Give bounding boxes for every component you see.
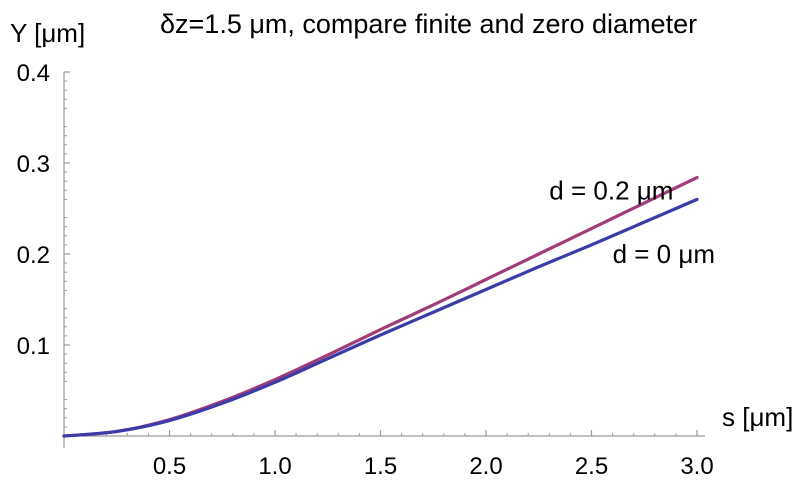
- series-line-d-0-m: [62, 197, 699, 438]
- x-tick-label: 2.0: [469, 453, 502, 480]
- y-tick-label: 0.3: [17, 151, 50, 178]
- y-tick-label: 0.2: [17, 242, 50, 269]
- y-tick-label: 0.4: [17, 60, 50, 87]
- x-tick-label: 3.0: [680, 453, 713, 480]
- x-axis-label: s [μm]: [722, 402, 793, 432]
- x-tick-label: 1.5: [364, 453, 397, 480]
- series-annotation: d = 0.2 μm: [549, 175, 673, 205]
- series-line-d-0-2-m: [62, 175, 699, 438]
- series-annotation: d = 0 μm: [613, 239, 715, 269]
- x-tick-label: 2.5: [575, 453, 608, 480]
- chart-title: δz=1.5 μm, compare finite and zero diame…: [160, 9, 697, 39]
- y-tick-label: 0.1: [17, 333, 50, 360]
- x-tick-label: 1.0: [258, 453, 291, 480]
- y-axis-label: Y [μm]: [10, 18, 85, 48]
- x-tick-label: 0.5: [153, 453, 186, 480]
